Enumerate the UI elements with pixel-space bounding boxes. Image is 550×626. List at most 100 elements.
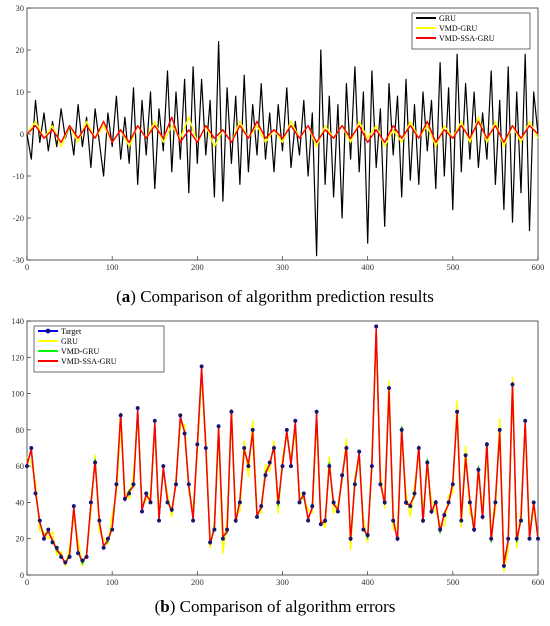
chart-a-ytick-label: 20 [16, 45, 25, 55]
chart-b-target-point [450, 482, 455, 487]
chart-b-target-point [527, 536, 532, 541]
chart-b-legend-marker [45, 328, 51, 334]
chart-b-target-point [93, 460, 98, 465]
chart-a-xtick-label: 200 [191, 262, 204, 272]
chart-b-series-line [26, 338, 539, 573]
chart-b-target-point [182, 431, 187, 436]
chart-a-xtick-label: 300 [276, 262, 289, 272]
chart-b-target-point [84, 554, 89, 559]
chart-b-target-point [178, 413, 183, 418]
chart-b-target-point [110, 527, 115, 532]
chart-b-target-point [510, 382, 515, 387]
chart-b-target-point [276, 500, 281, 505]
chart-b-target-point [161, 464, 166, 469]
chart-a-ytick-label: -30 [13, 255, 24, 265]
chart-b-ytick-label: 40 [16, 497, 25, 507]
chart-b-target-point [259, 504, 264, 509]
chart-b-xtick-label: 400 [361, 577, 374, 587]
chart-b-target-point [438, 527, 443, 532]
chart-b-target-point [467, 500, 472, 505]
chart-a-series-line [26, 116, 539, 144]
chart-a-xtick-label: 500 [446, 262, 459, 272]
chart-b-target-point [169, 507, 174, 512]
chart-b-target-point [67, 554, 72, 559]
chart-b-target-point [386, 386, 392, 391]
chart-b-ytick-label: 120 [11, 352, 24, 362]
chart-b-xtick-label: 500 [446, 577, 459, 587]
chart-b-target-point [344, 445, 349, 451]
chart-b-target-point [433, 500, 438, 505]
chart-b-target-point [191, 518, 196, 523]
chart-b-target-point [352, 482, 357, 487]
chart-b-target-point [80, 558, 85, 563]
chart-a-legend-label: VMD-GRU [439, 24, 477, 33]
chart-b-target-point [335, 509, 340, 514]
chart-b-target-point [489, 536, 494, 541]
chart-b-target-point [37, 518, 42, 523]
chart-b-target-point [374, 324, 379, 329]
chart-b-target-point [63, 560, 68, 565]
chart-b-target-point [29, 445, 34, 451]
chart-b-target-point [369, 464, 374, 469]
chart-b-target-point [484, 442, 489, 447]
chart-b-target-point [535, 536, 541, 541]
chart-b-target-point [506, 536, 511, 541]
chart-a-legend-label: VMD-SSA-GRU [439, 34, 495, 43]
chart-b-target-point [497, 427, 502, 432]
chart-b-target-point [246, 464, 251, 469]
chart-b-legend-label: GRU [61, 337, 78, 346]
chart-b-target-point [446, 500, 451, 505]
chart-b-target-point [327, 464, 332, 469]
chart-b-target-point [293, 418, 298, 423]
chart-b-target-point [306, 518, 311, 523]
chart-b-target-point [331, 500, 336, 505]
chart-b-target-point [71, 504, 76, 509]
chart-b-target-point [131, 482, 136, 487]
chart-b-target-point [41, 536, 47, 541]
chart-b-target-point [455, 409, 460, 414]
chart-b-target-point [463, 453, 468, 458]
chart-b-target-point [59, 554, 64, 559]
chart-b-ytick-label: 80 [16, 425, 25, 435]
chart-a-legend-label: GRU [439, 14, 456, 23]
chart-b-target-point [357, 449, 362, 454]
chart-b-target-point [378, 482, 383, 487]
chart-b-target-point [420, 518, 426, 523]
chart-b-target-point [237, 500, 242, 505]
caption-a: (a) Comparison of algorithm prediction r… [116, 287, 434, 306]
chart-b-target-point [250, 427, 255, 432]
chart-a-ytick-label: 30 [16, 3, 25, 13]
chart-b-target-point [301, 491, 306, 496]
chart-b-target-point [233, 518, 238, 523]
chart-b-target-point [173, 482, 179, 487]
chart-b-legend-label: VMD-SSA-GRU [61, 357, 117, 366]
chart-b-target-point [284, 427, 289, 432]
chart-b-legend-label: Target [61, 327, 82, 336]
chart-b-target-point [114, 482, 119, 487]
chart-b-target-point [50, 540, 55, 545]
chart-a-frame [26, 7, 539, 261]
chart-b-target-point [216, 424, 221, 429]
chart-b-target-point [408, 504, 413, 509]
chart-b-target-point [416, 445, 421, 451]
chart-b-target-point [412, 491, 417, 496]
chart-b-target-point [46, 527, 51, 532]
chart-b-target-point [220, 536, 225, 541]
chart-b-xtick-label: 300 [276, 577, 289, 587]
chart-a-ytick-label: -20 [13, 213, 24, 223]
chart-b-target-point [480, 514, 485, 519]
chart-b-target-point [186, 482, 191, 487]
chart-b-xtick-label: 600 [532, 577, 545, 587]
chart-b-target-point [242, 445, 247, 451]
chart-b-target-point [429, 509, 434, 514]
chart-b-target-point [323, 518, 328, 523]
chart-b-target-point [122, 496, 127, 501]
chart-b-target-point [54, 545, 59, 550]
chart-b-target-point [382, 500, 387, 505]
chart-b-legend-box [33, 325, 165, 373]
chart-a-xtick-label: 0 [25, 262, 29, 272]
chart-b-target-point [88, 500, 93, 505]
chart-b-target-point [165, 500, 170, 505]
